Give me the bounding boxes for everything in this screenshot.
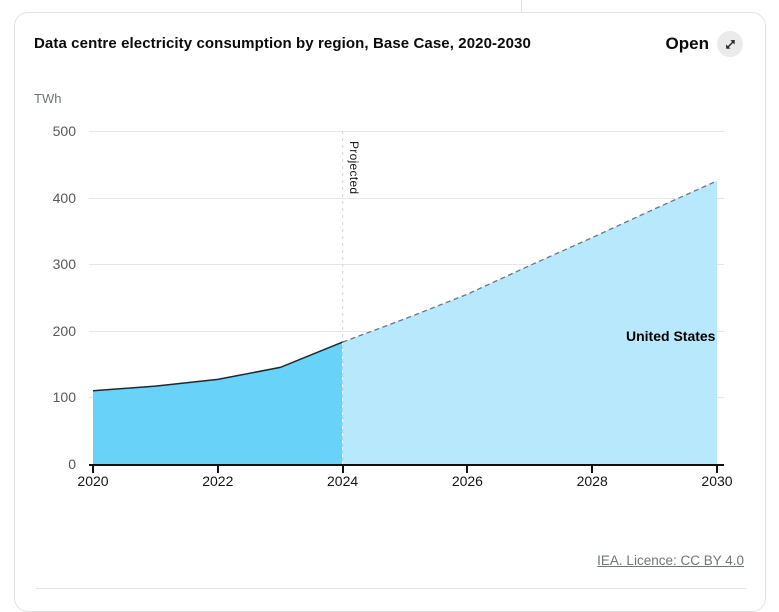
expand-arrow-icon[interactable] — [717, 31, 743, 57]
chart-title: Data centre electricity consumption by r… — [34, 35, 531, 52]
y-tick-label: 200 — [52, 322, 76, 339]
x-tick-label: 2026 — [451, 473, 483, 489]
x-tick-mark — [92, 466, 94, 473]
y-tick-label: 400 — [52, 189, 76, 206]
x-axis-line — [89, 464, 724, 466]
gridline — [89, 131, 724, 132]
x-tick-label: 2028 — [576, 473, 608, 489]
gridline — [89, 264, 724, 266]
open-button[interactable]: Open — [666, 31, 743, 57]
y-tick-label: 300 — [52, 256, 76, 273]
historical-line — [92, 341, 343, 392]
projected-annotation: Projected — [347, 141, 361, 195]
x-tick-mark — [466, 466, 469, 473]
series-label-united-states: United States — [626, 328, 716, 344]
x-tick-mark — [341, 466, 344, 473]
x-tick-label: 2024 — [327, 473, 359, 489]
card-bottom-divider — [36, 588, 746, 589]
iea-license-link[interactable]: IEA. Licence: CC BY 4.0 — [597, 553, 744, 568]
x-tick-label: 2020 — [77, 473, 109, 489]
historical-area — [93, 342, 343, 464]
area-chart-plot — [92, 131, 718, 464]
x-tick-label: 2022 — [202, 473, 234, 489]
x-tick-mark — [716, 466, 718, 473]
y-axis-unit-label: TWh — [34, 91, 62, 106]
open-button-label[interactable]: Open — [665, 34, 709, 53]
page-divider-artifact — [521, 0, 522, 12]
x-tick-mark — [216, 466, 219, 473]
x-tick-label: 2030 — [701, 473, 733, 489]
y-tick-label: 0 — [68, 456, 76, 472]
chart-card: Data centre electricity consumption by r… — [14, 12, 766, 612]
projected-area — [342, 180, 717, 464]
gridline — [89, 197, 724, 199]
x-tick-mark — [591, 466, 594, 473]
y-tick-label: 500 — [52, 123, 76, 139]
y-tick-label: 100 — [52, 389, 76, 406]
